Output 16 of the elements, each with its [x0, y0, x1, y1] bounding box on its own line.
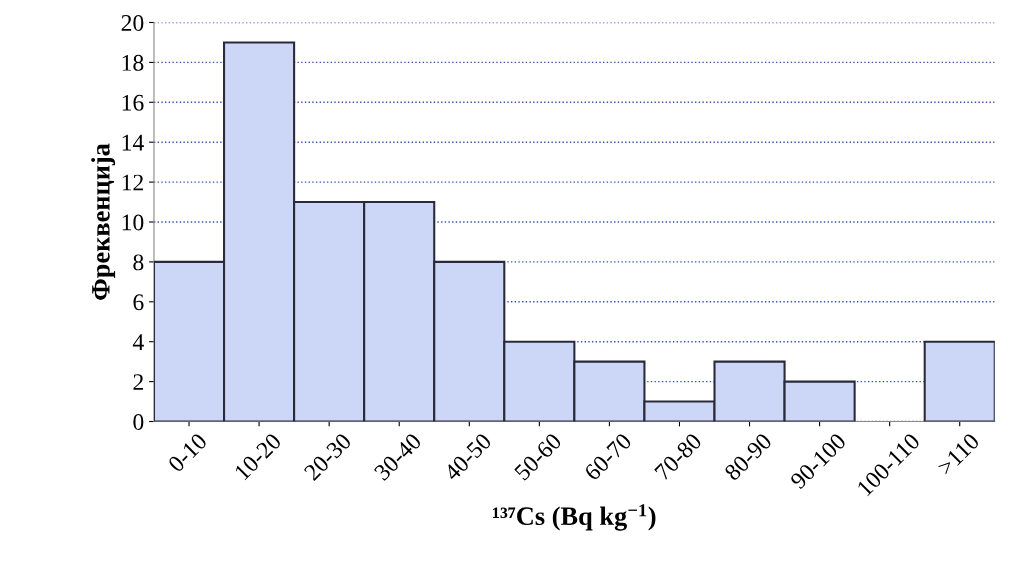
y-tick-label: 10	[122, 214, 144, 231]
y-axis-title: Фреквенција	[91, 143, 116, 300]
y-tick-label: 6	[133, 294, 144, 311]
y-tick-label: 20	[121, 14, 144, 31]
y-tick-label: 12	[122, 174, 143, 191]
y-tick-label: 8	[133, 254, 144, 271]
y-tick-label: 4	[132, 334, 144, 350]
y-tick-label: 2	[133, 374, 143, 390]
y-tick-label: 0	[133, 413, 144, 430]
x-tick-label: >110	[936, 432, 981, 476]
y-tick-label: 14	[122, 134, 144, 151]
y-tick-label: 18	[122, 54, 144, 71]
y-tick-label: 16	[122, 94, 144, 111]
bar	[923, 340, 995, 422]
x-axis-title: ¹³⁷Cs (Bq kg$^{−1}$)	[493, 504, 656, 531]
x-tick-label: 0-10	[167, 432, 208, 473]
